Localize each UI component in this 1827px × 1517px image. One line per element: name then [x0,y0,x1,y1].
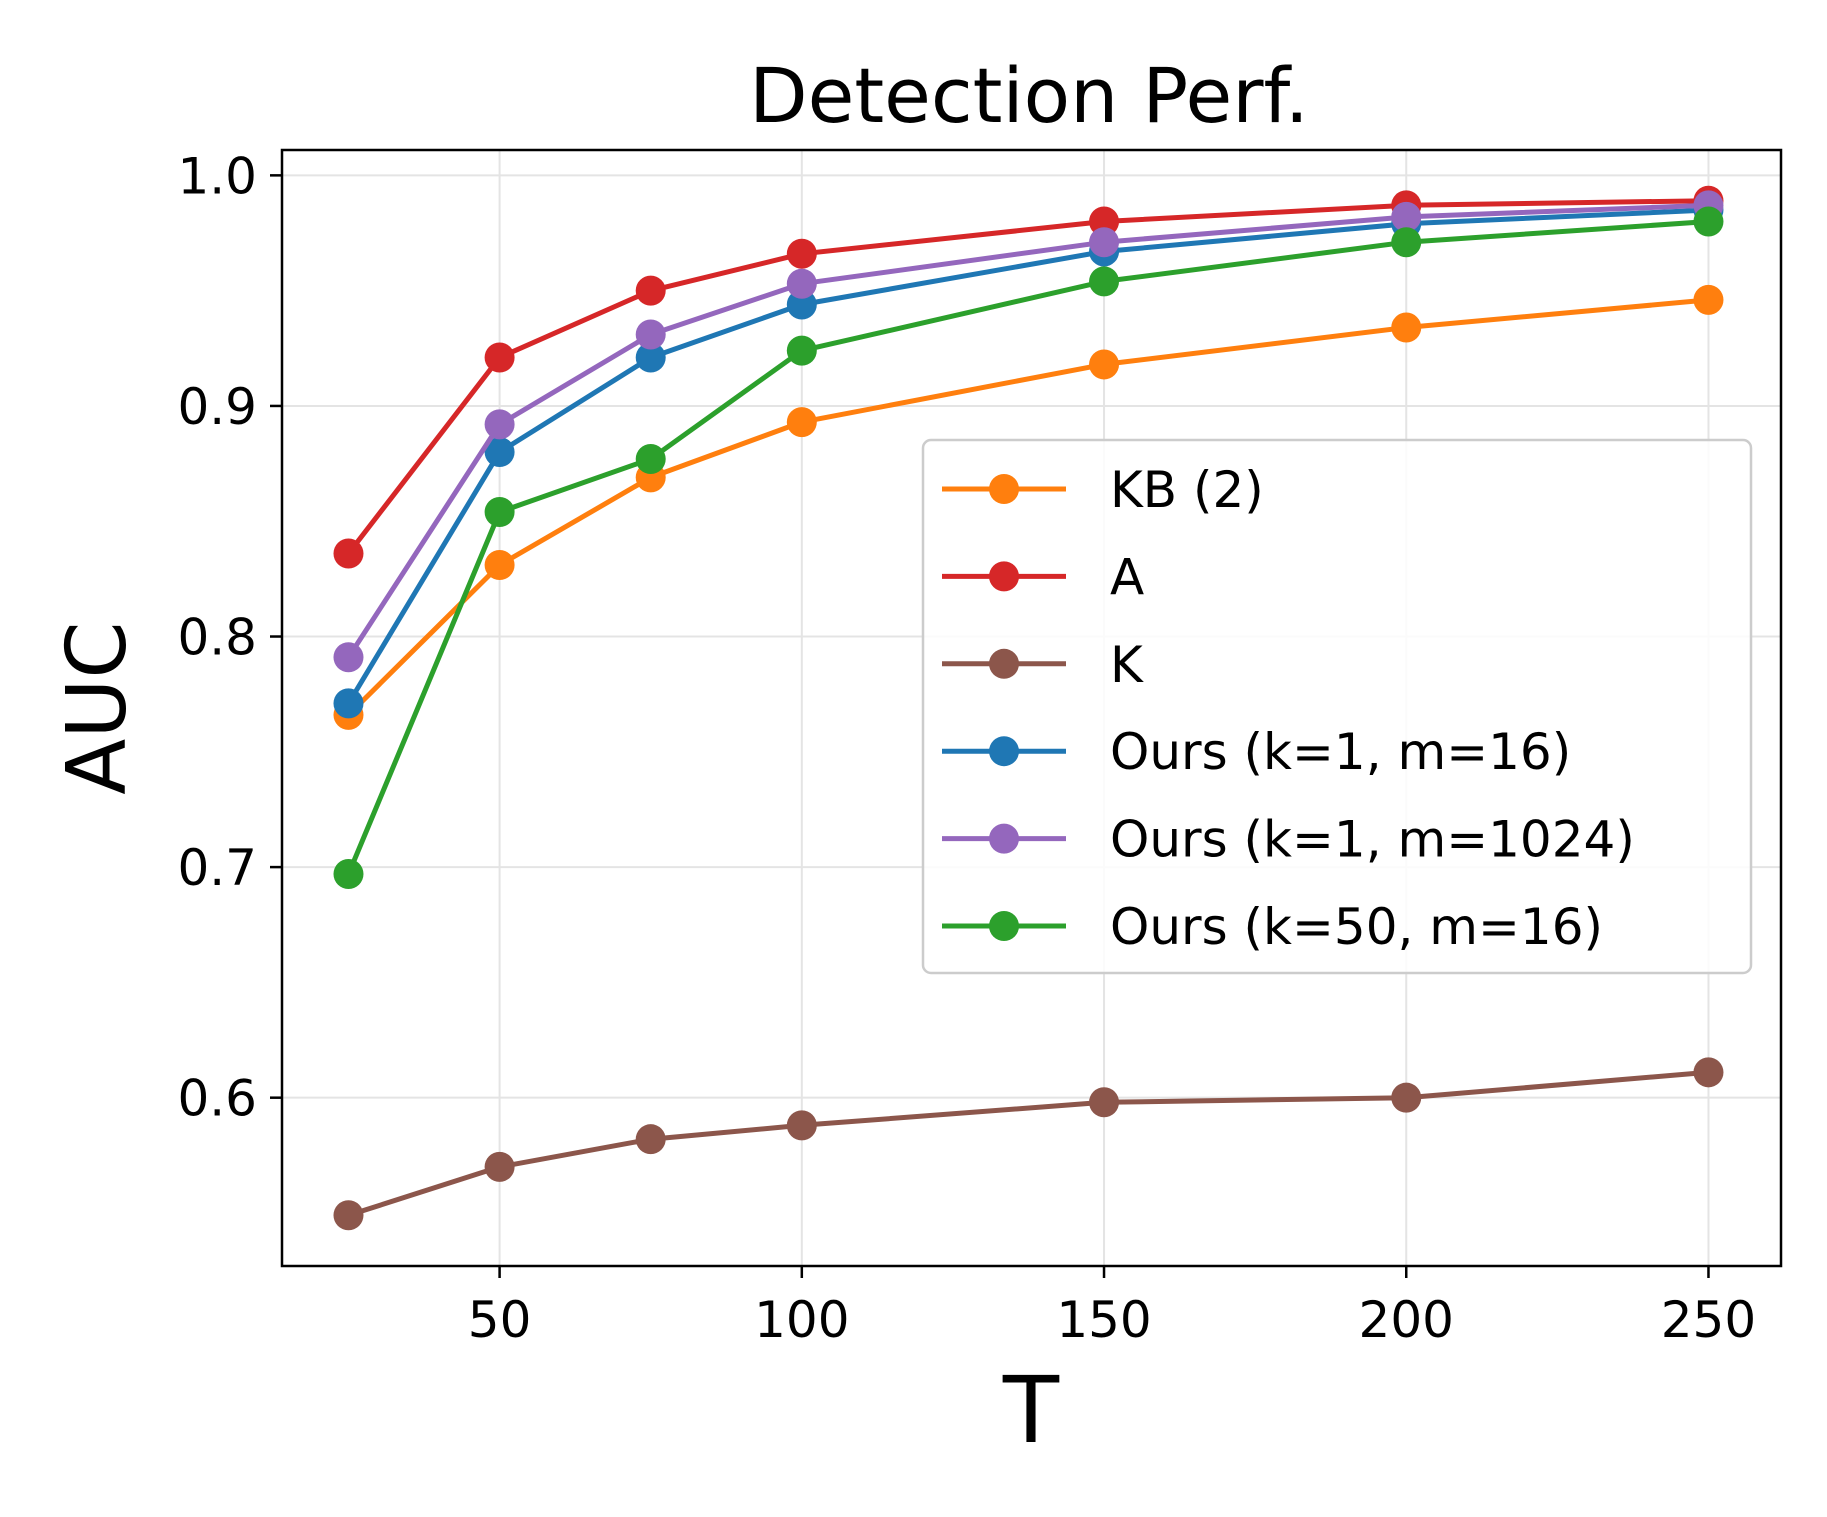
data-point [1391,227,1422,258]
data-point [333,642,364,673]
data-point [1391,312,1422,343]
data-point [1693,284,1724,315]
x-tick-label: 50 [468,1291,532,1349]
legend-marker [989,823,1019,854]
legend: KB (2) AK Ours (k=1, m=16) Ours (k=1, m=102… [921,438,1753,975]
y-tick-label: 0.8 [177,609,257,667]
data-point [786,289,817,320]
legend-label: Ours (k=1, m=1024) [1110,811,1635,869]
data-point [1089,266,1120,297]
legend-item: Ours (k=1, m=1024) [942,811,1635,869]
legend-box [921,438,1753,975]
data-point [1089,1087,1120,1118]
data-point [1089,227,1120,258]
x-axis-label: T [1002,1357,1060,1464]
x-tick-label: 200 [1359,1291,1454,1349]
data-point [786,1110,817,1141]
legend-item: KB (2) [942,461,1264,519]
legend-item: Ours (k=50, m=16) [942,898,1603,956]
data-point [484,1151,515,1182]
data-point [484,437,515,468]
x-tick-label: 250 [1661,1291,1756,1349]
plot-area-frame [280,148,1783,1268]
data-point [635,443,666,474]
data-point [1391,201,1422,232]
data-point [635,1124,666,1155]
data-point [333,1200,364,1231]
axes: 50 100 150 200 250 0.6 0.7 0.8 0.9 1.0 [177,147,1756,1349]
data-point [786,407,817,438]
legend-marker [989,474,1019,504]
legend-item: A [942,548,1144,606]
data-point [635,275,666,306]
data-point [635,319,666,350]
legend-marker [989,648,1019,679]
data-point [1693,1057,1724,1088]
legend-marker [989,911,1019,941]
data-point [484,342,515,373]
data-point [635,342,666,373]
y-axis-label: AUC [50,621,145,794]
data-point [786,268,817,299]
legend-marker [989,736,1019,767]
series-4 [333,190,1724,673]
y-tick-label: 0.9 [177,378,257,436]
legend-label: Ours (k=1, m=16) [1110,723,1571,781]
data-point [333,538,364,569]
data-point [786,335,817,366]
legend-label: K [1110,636,1144,694]
data-point [1089,349,1120,380]
y-tick-label: 0.6 [177,1070,257,1128]
x-tick-label: 150 [1056,1291,1151,1349]
data-point [484,550,515,581]
data-point [484,497,515,528]
legend-label: Ours (k=50, m=16) [1110,898,1603,956]
data-point [1089,206,1120,237]
data-point [786,238,817,269]
data-point [333,859,364,890]
data-point [1391,1082,1422,1113]
series-layer [333,185,1724,1231]
data-point [333,688,364,719]
x-tick-label: 100 [754,1291,849,1349]
legend-item: Ours (k=1, m=16) [942,723,1571,781]
legend-label: A [1110,548,1144,606]
chart-title: Detection Perf. [749,51,1309,140]
legend-item: K [942,636,1144,694]
data-point [484,409,515,440]
series-5 [333,206,1724,890]
y-tick-label: 1.0 [177,147,257,205]
y-tick-label: 0.7 [177,839,257,897]
data-point [1693,206,1724,237]
series-2 [333,1057,1724,1231]
legend-label: KB (2) [1110,461,1264,519]
legend-marker [989,561,1019,592]
